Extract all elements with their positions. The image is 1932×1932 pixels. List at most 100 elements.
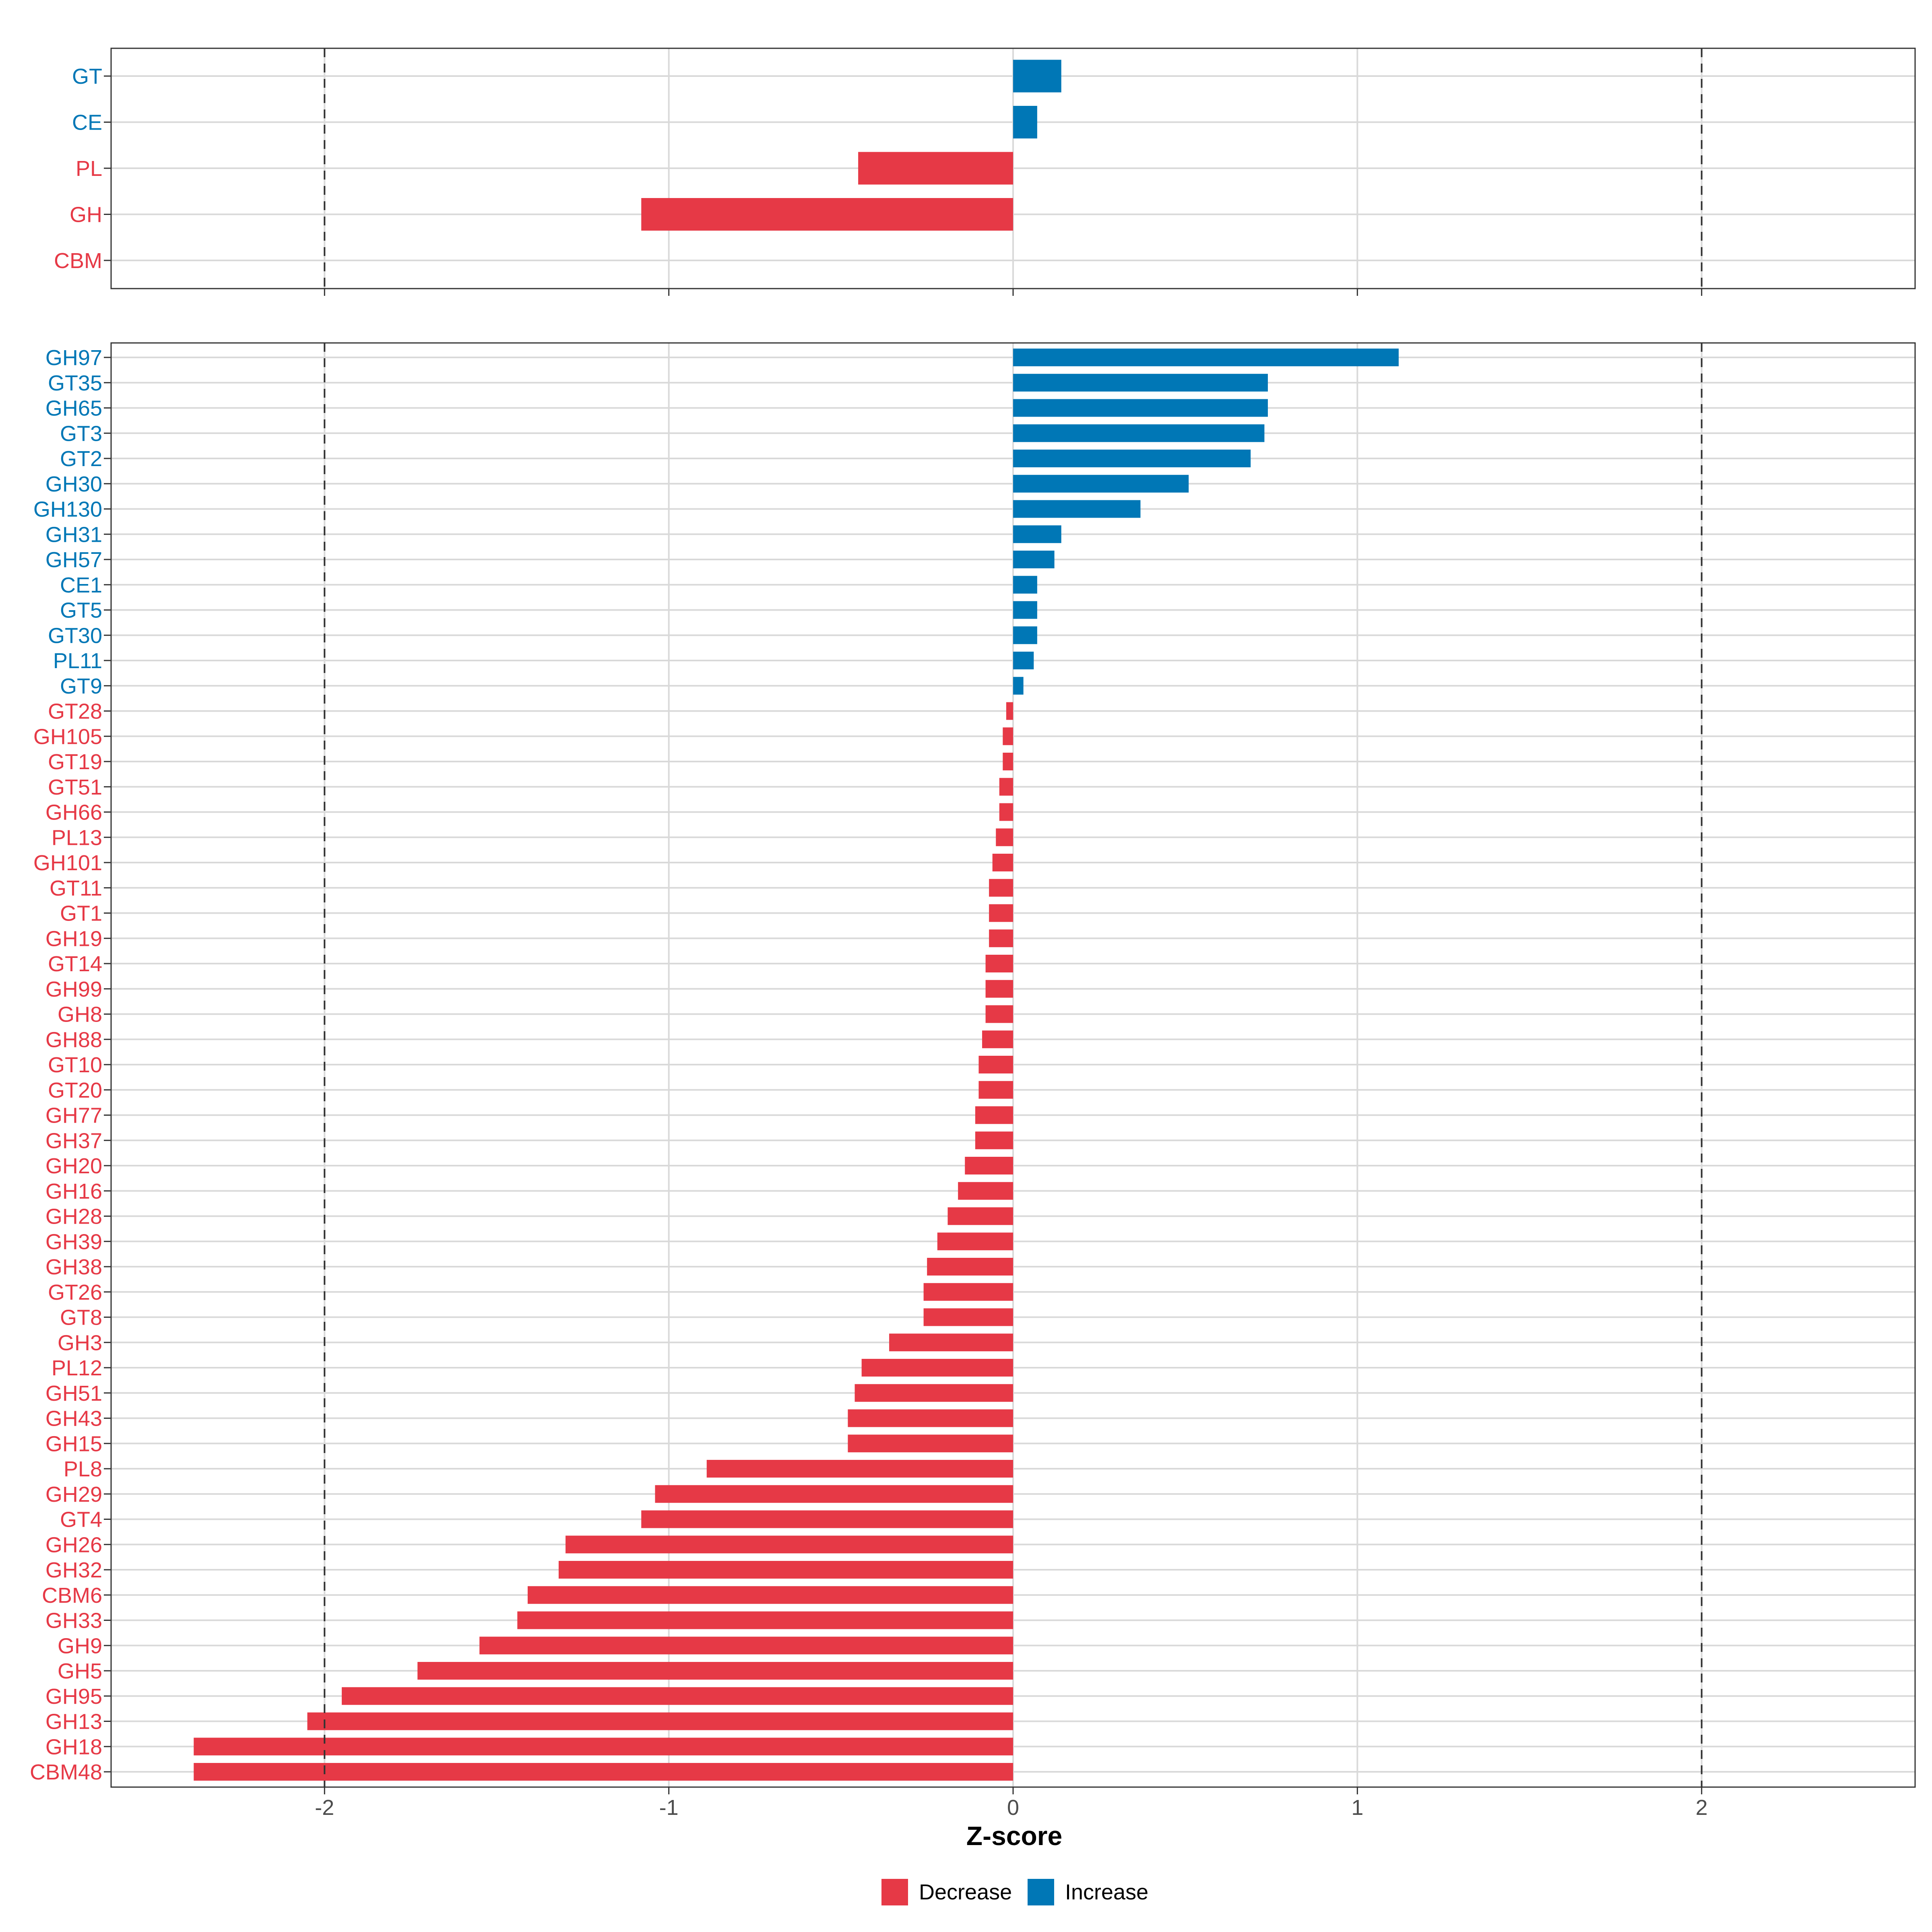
bottom-ytick-label-gh31: GH31 xyxy=(45,522,102,547)
bottom-bar-gh31 xyxy=(1013,525,1061,543)
bottom-ytick-label-ce1: CE1 xyxy=(60,573,102,597)
bottom-ytick-label-gh65: GH65 xyxy=(45,396,102,421)
bottom-ytick-label-gh99: GH99 xyxy=(45,977,102,1001)
top-bar-pl xyxy=(858,152,1013,185)
top-bar-gt xyxy=(1013,60,1061,93)
bottom-ytick-label-gh38: GH38 xyxy=(45,1255,102,1279)
bottom-bar-gh30 xyxy=(1013,475,1189,493)
xtick-label-2: 2 xyxy=(1696,1796,1708,1820)
bottom-ytick-label-gh105: GH105 xyxy=(33,724,102,749)
bottom-bar-gh20 xyxy=(965,1157,1013,1174)
bottom-bar-gh66 xyxy=(999,803,1013,821)
bottom-ytick-label-gh29: GH29 xyxy=(45,1482,102,1507)
bottom-bar-gt2 xyxy=(1013,450,1251,467)
bottom-bar-gt26 xyxy=(923,1283,1013,1301)
top-ytick-label-gt: GT xyxy=(72,64,102,89)
bottom-bar-gt5 xyxy=(1013,601,1037,619)
bottom-bar-gh33 xyxy=(517,1611,1013,1629)
bottom-bar-gh39 xyxy=(937,1232,1013,1251)
bottom-ytick-label-gh8: GH8 xyxy=(58,1003,102,1027)
bottom-ytick-label-pl13: PL13 xyxy=(52,826,102,850)
bottom-panel: GH97GT35GH65GT3GT2GH30GH130GH31GH57CE1GT… xyxy=(30,342,1916,1794)
legend-swatch-increase xyxy=(1028,1879,1054,1905)
bottom-ytick-label-gh26: GH26 xyxy=(45,1533,102,1557)
bottom-bar-gh130 xyxy=(1013,500,1141,518)
bottom-bar-gt3 xyxy=(1013,424,1265,442)
bottom-ytick-label-pl8: PL8 xyxy=(64,1457,102,1481)
bottom-bar-gh88 xyxy=(982,1030,1013,1049)
bottom-ytick-label-gt19: GT19 xyxy=(48,750,102,774)
bottom-ytick-label-gt3: GT3 xyxy=(60,421,102,446)
bottom-ytick-label-gt4: GT4 xyxy=(60,1508,102,1532)
bottom-ytick-label-gh101: GH101 xyxy=(33,851,102,875)
bottom-bar-gh77 xyxy=(975,1106,1013,1124)
bottom-ytick-label-gh33: GH33 xyxy=(45,1609,102,1633)
bottom-bar-gh51 xyxy=(855,1384,1013,1402)
bottom-bar-cbm48 xyxy=(194,1763,1013,1781)
bottom-bar-gt1 xyxy=(989,904,1013,922)
bottom-ytick-label-gt28: GT28 xyxy=(48,700,102,724)
top-ytick-label-pl: PL xyxy=(76,157,102,181)
bottom-ytick-label-gh9: GH9 xyxy=(58,1634,102,1658)
bottom-bar-gh43 xyxy=(848,1409,1013,1427)
bottom-bar-gh65 xyxy=(1013,399,1268,417)
bottom-ytick-label-gt35: GT35 xyxy=(48,371,102,395)
legend-label-increase: Increase xyxy=(1065,1880,1148,1904)
bottom-bar-gh37 xyxy=(975,1131,1013,1150)
legend-swatch-decrease xyxy=(881,1879,908,1905)
bottom-ytick-label-gh77: GH77 xyxy=(45,1104,102,1128)
bottom-ytick-label-gh32: GH32 xyxy=(45,1558,102,1582)
bottom-ytick-label-gh30: GH30 xyxy=(45,472,102,496)
bottom-ytick-label-gh28: GH28 xyxy=(45,1205,102,1229)
bottom-ytick-label-gt14: GT14 xyxy=(48,952,102,976)
bottom-bar-gt11 xyxy=(989,879,1013,897)
bottom-bar-gh9 xyxy=(479,1637,1013,1655)
bottom-bar-gt10 xyxy=(978,1056,1013,1073)
bottom-bar-gh99 xyxy=(985,980,1013,998)
xtick-label-neg1: -1 xyxy=(659,1796,679,1820)
bottom-bar-gh32 xyxy=(558,1561,1013,1579)
bottom-bar-gt14 xyxy=(985,955,1013,972)
bottom-bar-pl12 xyxy=(861,1359,1013,1377)
bottom-bar-gh28 xyxy=(947,1207,1013,1225)
bottom-ytick-label-gh16: GH16 xyxy=(45,1179,102,1203)
bottom-ytick-label-gt9: GT9 xyxy=(60,674,102,698)
xtick-label-1: 1 xyxy=(1351,1796,1363,1820)
top-ytick-label-cbm: CBM xyxy=(54,249,102,273)
bottom-bar-gh3 xyxy=(889,1333,1013,1352)
bottom-bar-pl13 xyxy=(996,828,1013,846)
bottom-bar-gh13 xyxy=(307,1712,1013,1730)
bottom-ytick-label-gh130: GH130 xyxy=(33,497,102,522)
bottom-ytick-label-gh13: GH13 xyxy=(45,1710,102,1734)
top-bar-gh xyxy=(641,198,1013,231)
bottom-bar-cbm6 xyxy=(527,1586,1013,1604)
bottom-bar-gh5 xyxy=(417,1662,1013,1680)
bottom-ytick-label-gt51: GT51 xyxy=(48,775,102,799)
bottom-bar-pl11 xyxy=(1013,652,1034,669)
bottom-ytick-label-gh51: GH51 xyxy=(45,1381,102,1406)
bottom-bar-gt8 xyxy=(923,1308,1013,1326)
bottom-bar-gh95 xyxy=(342,1687,1013,1705)
bottom-ytick-label-gh66: GH66 xyxy=(45,801,102,825)
bottom-bar-gh105 xyxy=(1003,727,1013,745)
bottom-bar-gt28 xyxy=(1006,702,1013,720)
bottom-ytick-label-gh5: GH5 xyxy=(58,1659,102,1683)
bottom-bar-pl8 xyxy=(706,1460,1013,1478)
bottom-ytick-label-gh18: GH18 xyxy=(45,1735,102,1759)
bottom-ytick-label-gt8: GT8 xyxy=(60,1306,102,1330)
bottom-bar-gh29 xyxy=(655,1485,1013,1503)
bottom-bar-gh38 xyxy=(927,1258,1013,1276)
bottom-bar-gh97 xyxy=(1013,349,1399,366)
top-bar-ce xyxy=(1013,106,1037,138)
bottom-ytick-label-gt26: GT26 xyxy=(48,1280,102,1305)
bottom-bar-gt35 xyxy=(1013,374,1268,392)
legend-label-decrease: Decrease xyxy=(919,1880,1012,1904)
bottom-ytick-label-gh20: GH20 xyxy=(45,1154,102,1178)
bottom-ytick-label-pl12: PL12 xyxy=(52,1356,102,1380)
bottom-ytick-label-gh3: GH3 xyxy=(58,1331,102,1355)
bottom-ytick-label-gt20: GT20 xyxy=(48,1078,102,1102)
bottom-ytick-label-pl11: PL11 xyxy=(53,649,102,673)
bottom-ytick-label-gh15: GH15 xyxy=(45,1432,102,1456)
bottom-bar-gh57 xyxy=(1013,551,1055,568)
